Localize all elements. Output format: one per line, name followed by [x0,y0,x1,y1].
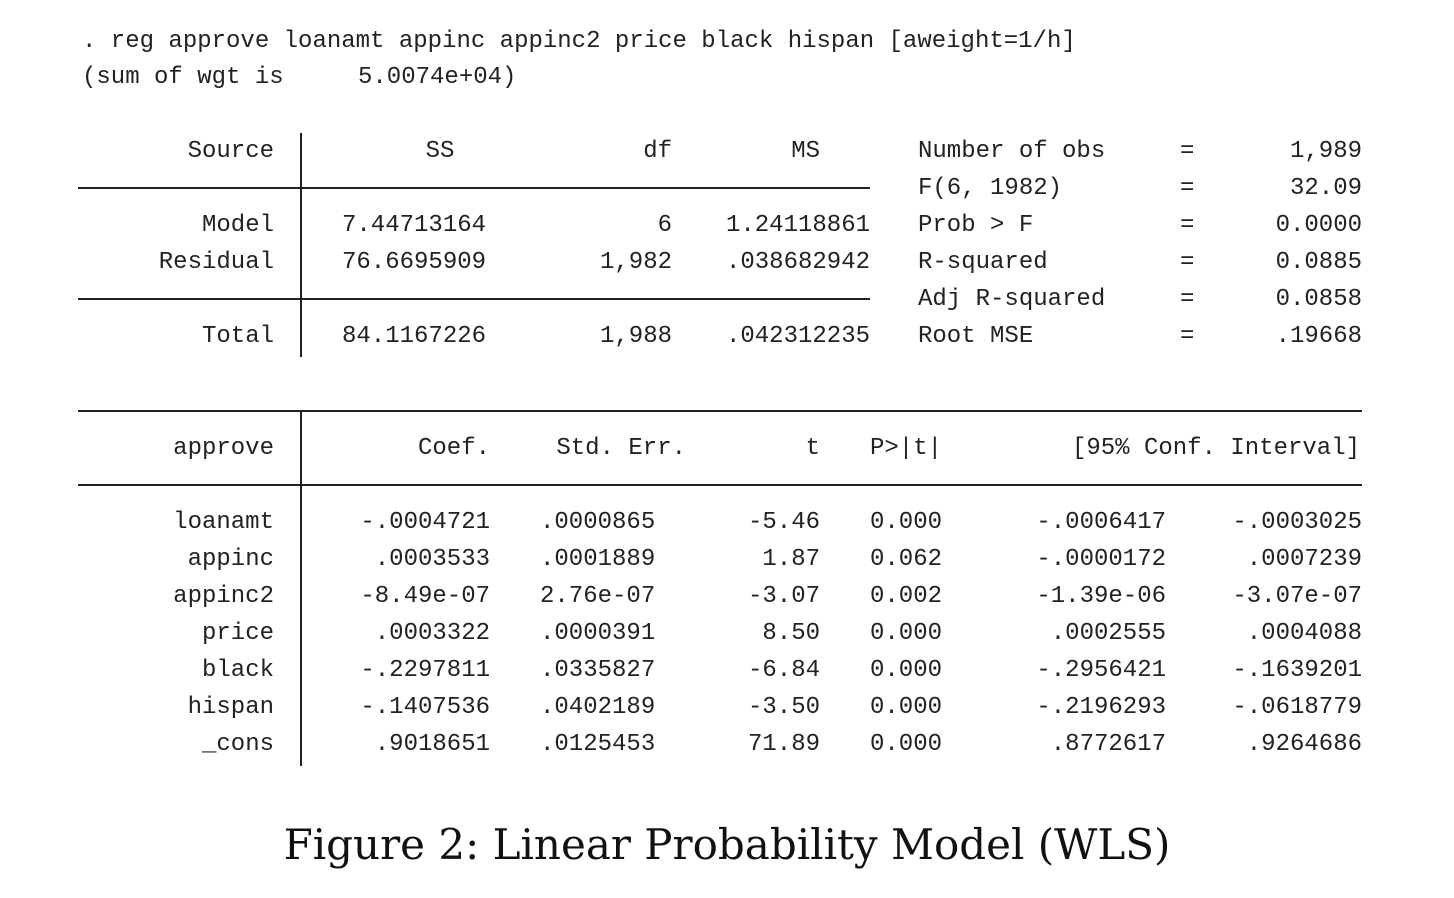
stat-equals: = [1180,323,1195,350]
coef-header-conf-interval: [95% Conf. Interval] [1071,435,1360,462]
stat-label: R-squared [918,249,1048,276]
stat-label: Root MSE [918,323,1034,350]
coef-header-dependent: approve [173,435,274,462]
stat-label: F(6, 1982) [918,175,1063,202]
coef-p: 0.000 [870,620,943,647]
stat-equals: = [1180,138,1195,165]
anova-source: Model [201,212,274,239]
coef-p: 0.000 [870,509,943,536]
coef-ci-low: .0002555 [1050,620,1166,647]
coef-column-divider [300,410,302,766]
coef-header-t: t [805,435,820,462]
stat-value: .19668 [1275,323,1362,350]
stat-label: Number of obs [918,138,1106,165]
anova-ms: 1.24118861 [725,212,870,239]
coef-var: appinc2 [173,583,274,610]
stat-value: 1,989 [1289,138,1362,165]
anova-header-ms: MS [791,138,820,165]
coef-value: .0003322 [374,620,490,647]
stat-value: 0.0000 [1275,212,1362,239]
stat-label: Prob > F [918,212,1034,239]
coef-ci-high: -.0003025 [1232,509,1362,536]
coef-std-err: .0335827 [540,657,656,684]
coef-value: .0003533 [374,546,490,573]
coef-std-err: .0402189 [540,694,656,721]
anova-column-divider [300,133,302,357]
coef-ci-high: .0004088 [1246,620,1362,647]
coef-value: -.0004721 [360,509,490,536]
coef-t: 71.89 [747,731,820,758]
coef-t: -6.84 [747,657,820,684]
coef-t: 1.87 [762,546,820,573]
stat-value: 0.0885 [1275,249,1362,276]
anova-source: Residual [158,249,274,276]
coef-header-std-err: Std. Err. [556,435,686,462]
coef-t: 8.50 [762,620,820,647]
coef-ci-low: .8772617 [1050,731,1166,758]
coef-var: loanamt [173,509,274,536]
stat-label: Adj R-squared [918,286,1106,313]
coef-p: 0.000 [870,694,943,721]
anova-header-source: Source [187,138,274,165]
anova-ss: 76.6695909 [342,249,487,276]
anova-ss: 7.44713164 [342,212,487,239]
sum-of-weights-value: 5.0074e+04) [358,64,517,91]
coef-ci-low: -.0006417 [1036,509,1166,536]
anova-ss: 84.1167226 [342,323,487,350]
stat-value: 0.0858 [1275,286,1362,313]
coef-p: 0.000 [870,731,943,758]
coef-header-rule [78,484,1362,486]
coef-ci-low: -.0000172 [1036,546,1166,573]
coef-var: _cons [201,731,274,758]
anova-df: 1,988 [599,323,672,350]
anova-header-ss: SS [425,138,455,165]
anova-header-df: df [643,138,672,165]
coef-std-err: 2.76e-07 [540,583,656,610]
anova-total-rule [78,298,870,300]
anova-df: 1,982 [599,249,672,276]
coef-ci-high: -.0618779 [1232,694,1362,721]
stat-value: 32.09 [1289,175,1362,202]
coef-ci-high: .0007239 [1246,546,1362,573]
figure-caption: Figure 2: Linear Probability Model (WLS) [283,820,1171,869]
anova-ms: .042312235 [725,323,870,350]
coef-var: hispan [187,694,274,721]
coef-ci-high: -3.07e-07 [1232,583,1362,610]
coef-ci-high: -.1639201 [1232,657,1362,684]
coef-top-rule [78,410,1362,412]
coef-std-err: .0000391 [540,620,656,647]
coef-ci-low: -.2196293 [1036,694,1166,721]
coef-p: 0.000 [870,657,943,684]
coef-header-p: P>|t| [870,435,943,462]
coef-header-coef: Coef. [417,435,490,462]
stat-equals: = [1180,175,1195,202]
coef-var: black [201,657,274,684]
coef-t: -3.07 [747,583,820,610]
coef-ci-low: -.2956421 [1036,657,1166,684]
coef-ci-low: -1.39e-06 [1036,583,1166,610]
coef-t: -5.46 [747,509,820,536]
coef-std-err: .0000865 [540,509,656,536]
coef-value: -.2297811 [360,657,490,684]
coef-t: -3.50 [747,694,820,721]
coef-var: price [201,620,274,647]
stat-equals: = [1180,212,1195,239]
coef-value: -.1407536 [360,694,490,721]
command-line: . reg approve loanamt appinc appinc2 pri… [82,28,1076,55]
coef-std-err: .0001889 [540,546,656,573]
coef-ci-high: .9264686 [1246,731,1362,758]
anova-source: Total [201,323,274,350]
coef-value: -8.49e-07 [360,583,490,610]
stat-equals: = [1180,286,1195,313]
coef-value: .9018651 [374,731,490,758]
coef-p: 0.062 [870,546,943,573]
coef-p: 0.002 [870,583,943,610]
anova-df: 6 [657,212,672,239]
stat-equals: = [1180,249,1195,276]
anova-header-rule [78,187,870,189]
sum-of-weights-label: (sum of wgt is [82,64,284,91]
anova-ms: .038682942 [725,249,870,276]
coef-std-err: .0125453 [540,731,656,758]
coef-var: appinc [187,546,274,573]
